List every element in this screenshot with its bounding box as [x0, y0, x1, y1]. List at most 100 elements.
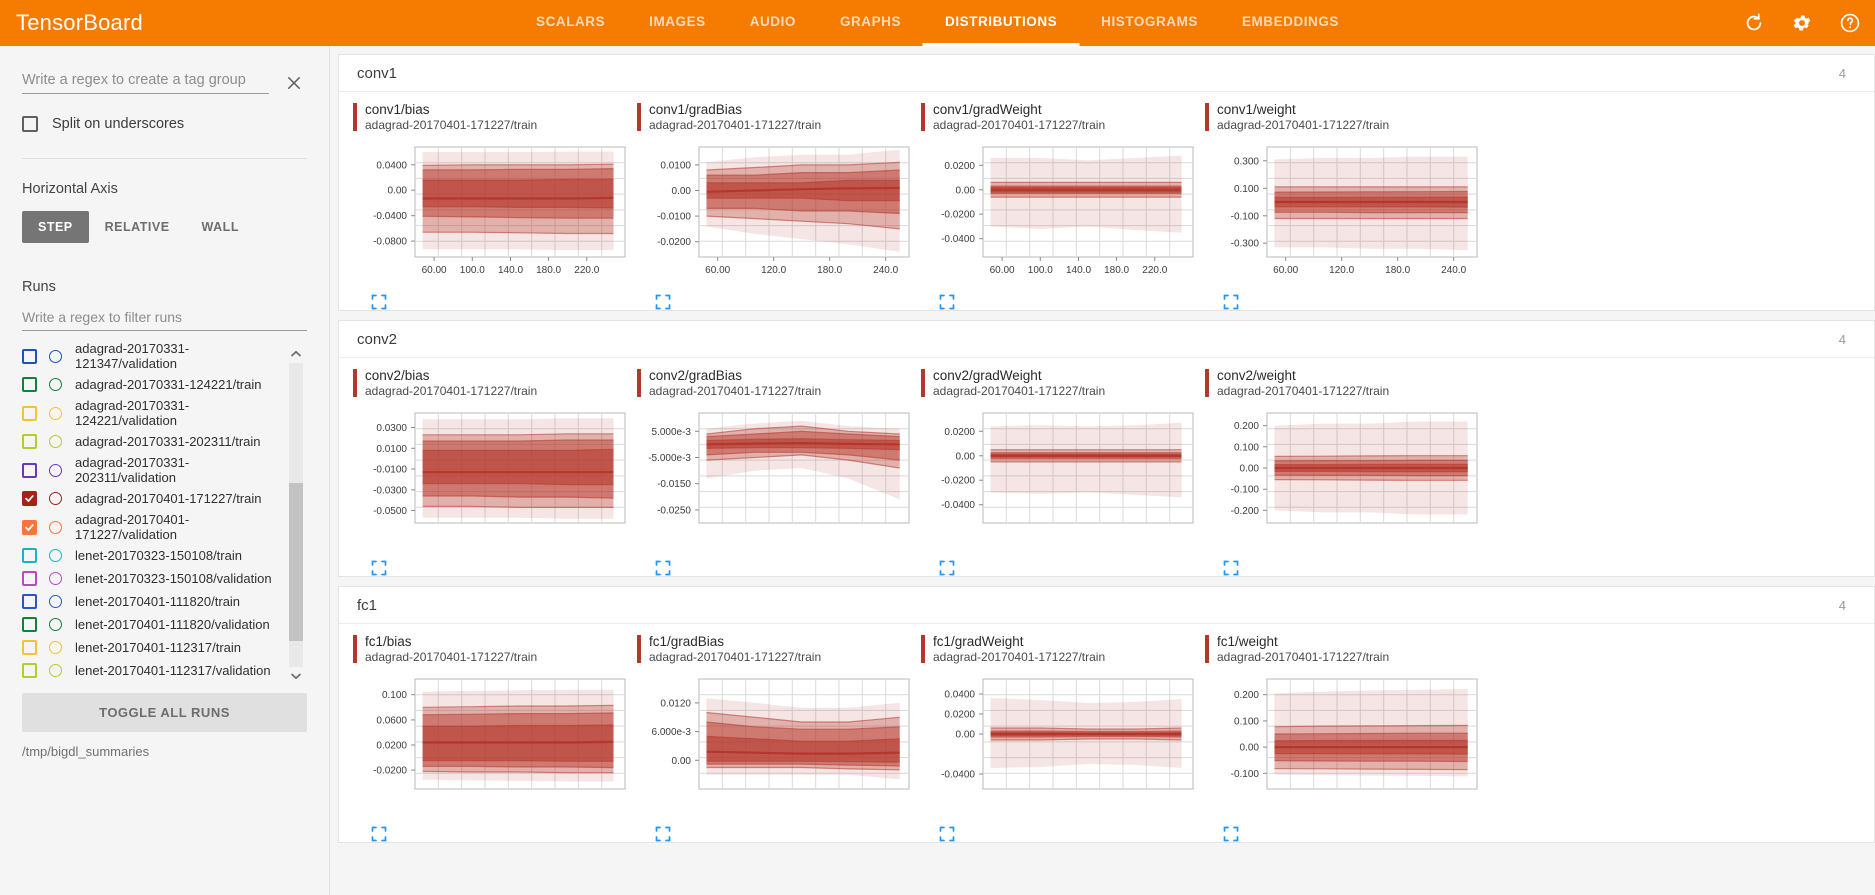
refresh-icon[interactable] [1741, 10, 1767, 36]
run-checkbox[interactable] [22, 519, 37, 535]
run-checkbox[interactable] [22, 377, 37, 392]
expand-icon[interactable] [371, 826, 387, 842]
run-color-swatch[interactable] [49, 664, 62, 677]
run-item[interactable]: adagrad-20170331-124221/train [22, 373, 285, 396]
run-color-swatch[interactable] [49, 595, 62, 608]
run-color-swatch[interactable] [49, 349, 62, 363]
run-checkbox[interactable] [22, 548, 37, 563]
tag-group-header[interactable]: conv2 4 [339, 321, 1874, 358]
tab-audio[interactable]: AUDIO [728, 0, 818, 46]
chart-plot-area[interactable]: 0.200 0.100 0.00 -0.100 -0.200 [1205, 405, 1489, 558]
tab-distributions[interactable]: DISTRIBUTIONS [923, 0, 1080, 46]
tag-group-header[interactable]: conv1 4 [339, 55, 1874, 92]
run-color-swatch[interactable] [49, 378, 62, 391]
expand-icon[interactable] [655, 560, 671, 576]
run-item[interactable]: lenet-20170401-111820/validation [22, 613, 285, 636]
tab-scalars[interactable]: SCALARS [514, 0, 627, 46]
gear-icon[interactable] [1789, 10, 1815, 36]
chart-plot-area[interactable]: 5.000e-3 -5.000e-3 -0.0150 -0.0250 [637, 405, 921, 558]
run-checkbox[interactable] [22, 434, 37, 449]
chart-plot-area[interactable]: 0.0200 0.00 -0.0200 -0.0400 60.00 100.0 140.0 1… [921, 139, 1205, 292]
run-color-swatch[interactable] [49, 492, 62, 505]
split-on-underscores-checkbox[interactable] [22, 116, 38, 132]
dashboard[interactable]: conv1 4 conv1/bias adagrad-20170401-171227/… [330, 46, 1875, 895]
chart-plot-area[interactable]: 0.300 0.100 -0.100 -0.300 60.00 120.0 180.0 240… [1205, 139, 1489, 292]
runs-scrollbar[interactable] [289, 345, 303, 685]
svg-text:100.0: 100.0 [1028, 265, 1053, 276]
expand-icon[interactable] [1223, 294, 1239, 310]
runs-filter-input[interactable] [22, 307, 307, 331]
run-item[interactable]: lenet-20170401-112317/validation [22, 659, 285, 682]
haxis-wall-button[interactable]: WALL [201, 220, 239, 234]
run-color-swatch[interactable] [49, 618, 62, 631]
tag-regex-input[interactable] [22, 70, 269, 94]
tab-graphs[interactable]: GRAPHS [818, 0, 923, 46]
run-color-swatch[interactable] [49, 520, 62, 534]
run-color-swatch[interactable] [49, 463, 62, 477]
run-checkbox[interactable] [22, 617, 37, 632]
chart-plot-area[interactable]: 0.0120 6.000e-3 0.00 [637, 671, 921, 824]
tab-audio-label: AUDIO [749, 14, 796, 29]
chart-plot-area[interactable]: 0.0400 0.0200 0.00 -0.0400 [921, 671, 1205, 824]
run-checkbox[interactable] [22, 405, 37, 421]
tab-histograms[interactable]: HISTOGRAMS [1079, 0, 1220, 46]
run-checkbox[interactable] [22, 462, 37, 478]
chart-plot-area[interactable]: 0.200 0.100 0.00 -0.100 [1205, 671, 1489, 824]
run-color-swatch[interactable] [49, 572, 62, 585]
chart-plot-area[interactable]: 0.0300 0.0100 -0.0100 -0.0300 -0.0500 [353, 405, 637, 558]
chart-plot-area[interactable]: 0.100 0.0600 0.0200 -0.0200 [353, 671, 637, 824]
close-icon[interactable] [281, 70, 307, 96]
run-color-swatch[interactable] [49, 406, 62, 420]
expand-icon[interactable] [655, 826, 671, 842]
expand-icon[interactable] [371, 294, 387, 310]
run-checkbox[interactable] [22, 594, 37, 609]
tab-embeddings[interactable]: EMBEDDINGS [1220, 0, 1361, 46]
expand-icon[interactable] [1223, 826, 1239, 842]
runs-list[interactable]: adagrad-20170331-121347/validation adagra… [22, 339, 307, 685]
svg-text:60.00: 60.00 [422, 265, 447, 276]
scrollbar-track[interactable] [289, 363, 303, 667]
charts-row: fc1/bias adagrad-20170401-171227/train 0.1… [339, 624, 1874, 842]
chart-plot-area[interactable]: 0.0100 0.00 -0.0100 -0.0200 60.00 120.0 180.0 2… [637, 139, 921, 292]
tag-group-header[interactable]: fc1 4 [339, 587, 1874, 624]
expand-icon[interactable] [655, 294, 671, 310]
svg-text:180.0: 180.0 [1385, 265, 1410, 276]
run-item[interactable]: adagrad-20170331-202311/train [22, 430, 285, 453]
run-item[interactable]: adagrad-20170331-124221/validation [22, 396, 285, 430]
expand-icon[interactable] [1223, 560, 1239, 576]
expand-icon[interactable] [939, 560, 955, 576]
scroll-down-icon[interactable] [289, 667, 303, 685]
scrollbar-thumb[interactable] [289, 483, 303, 641]
help-icon[interactable] [1837, 10, 1863, 36]
run-checkbox[interactable] [22, 348, 37, 364]
run-item[interactable]: lenet-20170401-111820/train [22, 590, 285, 613]
svg-text:0.00: 0.00 [956, 451, 976, 462]
split-on-underscores-row[interactable]: Split on underscores [22, 116, 307, 132]
run-item[interactable]: adagrad-20170331-202311/validation [22, 453, 285, 487]
svg-text:0.0200: 0.0200 [376, 741, 407, 752]
run-checkbox[interactable] [22, 491, 37, 506]
run-checkbox[interactable] [22, 640, 37, 655]
expand-icon[interactable] [939, 294, 955, 310]
expand-icon[interactable] [939, 826, 955, 842]
run-checkbox[interactable] [22, 571, 37, 586]
run-color-swatch[interactable] [49, 435, 62, 448]
tab-images[interactable]: IMAGES [627, 0, 728, 46]
run-item[interactable]: adagrad-20170401-171227/train [22, 487, 285, 510]
toggle-all-runs-button[interactable]: TOGGLE ALL RUNS [22, 693, 307, 732]
expand-icon[interactable] [371, 560, 387, 576]
chart-plot-area[interactable]: 0.0400 0.00 -0.0400 -0.0800 60.00 100.0 140.0 1… [353, 139, 637, 292]
run-item[interactable]: lenet-20170401-112317/train [22, 636, 285, 659]
run-color-swatch[interactable] [49, 549, 62, 562]
run-checkbox[interactable] [22, 663, 37, 678]
haxis-step-button[interactable]: STEP [22, 211, 89, 243]
run-item[interactable]: adagrad-20170401-171227/validation [22, 510, 285, 544]
haxis-relative-button[interactable]: RELATIVE [104, 220, 170, 234]
scroll-up-icon[interactable] [289, 345, 303, 363]
run-item[interactable]: adagrad-20170331-121347/validation [22, 339, 285, 373]
chart-plot-area[interactable]: 0.0200 0.00 -0.0200 -0.0400 [921, 405, 1205, 558]
run-color-swatch[interactable] [49, 641, 62, 654]
run-item[interactable]: lenet-20170323-150108/train [22, 544, 285, 567]
run-item[interactable]: lenet-20170323-150108/validation [22, 567, 285, 590]
svg-text:180.0: 180.0 [817, 265, 842, 276]
